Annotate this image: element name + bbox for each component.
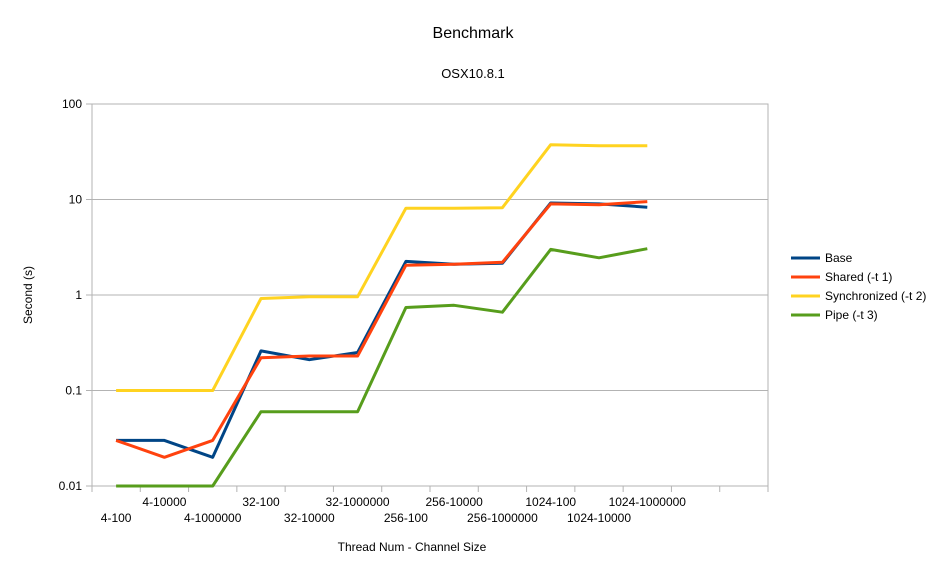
legend-label: Synchronized (-t 2) xyxy=(825,289,926,303)
x-tick-label: 256-10000 xyxy=(425,495,483,509)
y-axis-label: Second (s) xyxy=(21,266,35,324)
x-tick-label: 4-100 xyxy=(101,511,132,525)
legend-label: Shared (-t 1) xyxy=(825,270,892,284)
x-tick-label: 32-100 xyxy=(242,495,280,509)
x-tick-label: 32-10000 xyxy=(284,511,335,525)
legend: Base Shared (-t 1) Synchronized (-t 2) Pipe… xyxy=(791,251,926,322)
series-line-2 xyxy=(115,200,648,459)
x-tick-label: 1024-10000 xyxy=(567,511,631,525)
y-tick-label: 1 xyxy=(75,288,82,302)
legend-label: Pipe (-t 3) xyxy=(825,308,878,322)
series-line-4 xyxy=(116,247,648,488)
x-tick-label: 4-1000000 xyxy=(184,511,242,525)
chart-subtitle: OSX10.8.1 xyxy=(441,66,505,81)
legend-label: Base xyxy=(825,251,853,265)
x-tick-label: 256-1000000 xyxy=(467,511,538,525)
series-lines xyxy=(115,143,648,488)
chart-title: Benchmark xyxy=(433,25,515,42)
y-tick-label: 100 xyxy=(62,97,82,111)
series-line-3 xyxy=(116,143,648,392)
tick-labels: 0.010.11101004-1004-100004-100000032-100… xyxy=(59,97,687,525)
y-tick-label: 0.1 xyxy=(65,384,82,398)
x-tick-label: 32-1000000 xyxy=(326,495,390,509)
x-tick-label: 1024-100 xyxy=(525,495,576,509)
x-tick-label: 1024-1000000 xyxy=(609,495,687,509)
x-tick-label: 4-10000 xyxy=(142,495,186,509)
x-axis-label: Thread Num - Channel Size xyxy=(338,540,487,554)
y-tick-label: 10 xyxy=(69,193,83,207)
x-tick-label: 256-100 xyxy=(384,511,428,525)
y-tick-label: 0.01 xyxy=(59,479,83,493)
